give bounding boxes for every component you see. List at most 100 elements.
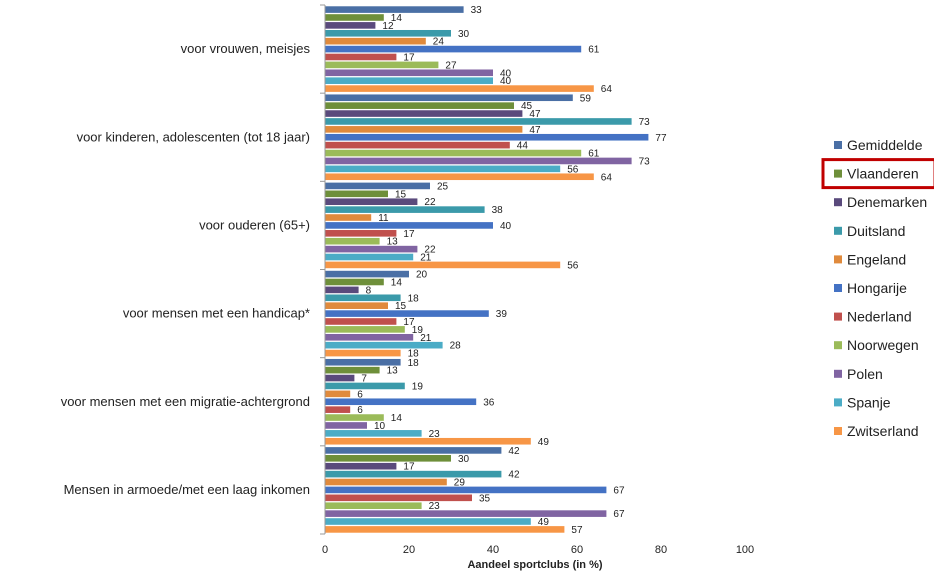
value-label-3-9: 28 xyxy=(450,341,462,352)
value-label-1-2: 47 xyxy=(529,109,541,120)
x-tick-label-5: 100 xyxy=(736,544,754,556)
value-label-1-0: 59 xyxy=(580,93,592,104)
value-label-2-8: 22 xyxy=(424,245,436,256)
x-tick-label-4: 80 xyxy=(655,544,667,556)
value-label-5-6: 35 xyxy=(479,493,491,504)
legend-label-7: Noorwegen xyxy=(847,337,919,353)
bar-4-7 xyxy=(325,414,384,421)
value-label-4-5: 36 xyxy=(483,397,495,408)
value-label-0-9: 40 xyxy=(500,76,512,87)
bars-group xyxy=(325,6,649,533)
value-label-5-0: 42 xyxy=(508,446,520,457)
value-label-5-3: 42 xyxy=(508,470,520,481)
category-label-3: voor mensen met een handicap* xyxy=(123,306,310,321)
legend-label-3: Duitsland xyxy=(847,223,905,239)
value-label-2-2: 22 xyxy=(424,197,436,208)
value-label-5-2: 17 xyxy=(403,462,415,473)
x-tick-label-2: 40 xyxy=(487,544,499,556)
bar-0-4 xyxy=(325,37,426,45)
value-label-5-7: 23 xyxy=(429,501,441,512)
bar-2-6 xyxy=(325,230,397,237)
value-label-0-10: 64 xyxy=(601,84,613,95)
bar-2-7 xyxy=(325,237,380,245)
value-label-1-4: 47 xyxy=(529,125,541,136)
value-label-3-3: 18 xyxy=(408,293,420,304)
legend-swatch-4 xyxy=(834,255,842,264)
value-label-1-10: 64 xyxy=(601,172,613,183)
value-label-0-7: 27 xyxy=(445,60,457,71)
value-label-2-0: 25 xyxy=(437,181,449,192)
value-label-3-10: 18 xyxy=(408,349,420,360)
bar-4-2 xyxy=(325,374,355,382)
value-label-4-10: 49 xyxy=(538,437,550,448)
category-label-5: Mensen in armoede/met een laag inkomen xyxy=(64,482,310,497)
value-label-5-5: 67 xyxy=(613,485,625,496)
x-tick-label-3: 60 xyxy=(571,544,583,556)
bar-1-5 xyxy=(325,133,649,141)
bar-3-8 xyxy=(325,333,414,341)
legend-swatch-2 xyxy=(834,198,842,207)
bar-1-7 xyxy=(325,149,582,157)
bar-5-2 xyxy=(325,462,397,470)
value-label-5-1: 30 xyxy=(458,454,470,465)
bar-5-5 xyxy=(325,486,607,494)
value-label-4-4: 6 xyxy=(357,389,363,400)
bar-0-9 xyxy=(325,77,493,84)
bar-5-0 xyxy=(325,447,502,454)
value-label-1-8: 73 xyxy=(639,156,651,167)
value-label-3-1: 14 xyxy=(391,277,403,288)
bar-3-5 xyxy=(325,310,489,317)
value-label-3-0: 20 xyxy=(416,270,428,281)
bar-3-6 xyxy=(325,318,397,325)
bar-0-8 xyxy=(325,69,493,77)
value-label-0-4: 24 xyxy=(433,37,445,48)
bar-1-1 xyxy=(325,102,514,109)
bar-3-1 xyxy=(325,278,384,286)
value-label-5-10: 57 xyxy=(571,525,583,536)
value-label-4-1: 13 xyxy=(387,366,399,377)
bar-2-8 xyxy=(325,245,418,253)
legend-label-8: Polen xyxy=(847,366,883,382)
value-label-0-1: 14 xyxy=(391,13,403,24)
legend-label-2: Denemarken xyxy=(847,194,927,210)
value-label-3-5: 39 xyxy=(496,309,508,320)
bar-3-2 xyxy=(325,286,359,294)
bar-2-3 xyxy=(325,206,485,213)
legend-swatch-3 xyxy=(834,226,842,235)
bar-2-2 xyxy=(325,198,418,206)
value-label-3-7: 19 xyxy=(412,325,424,336)
value-label-2-10: 56 xyxy=(567,260,579,271)
bar-0-7 xyxy=(325,61,439,69)
legend-label-0: Gemiddelde xyxy=(847,137,923,153)
bar-5-9 xyxy=(325,518,531,525)
bar-0-2 xyxy=(325,22,376,29)
bar-2-1 xyxy=(325,190,388,198)
value-label-4-8: 10 xyxy=(374,421,386,432)
value-label-4-7: 14 xyxy=(391,413,403,424)
value-label-2-5: 40 xyxy=(500,221,512,232)
bar-5-7 xyxy=(325,502,422,510)
legend-label-10: Zwitserland xyxy=(847,423,919,439)
x-tick-label-0: 0 xyxy=(322,544,328,556)
bar-1-3 xyxy=(325,118,632,125)
value-label-1-5: 77 xyxy=(655,133,667,144)
value-label-4-0: 18 xyxy=(408,358,420,369)
x-axis-title: Aandeel sportclubs (in %) xyxy=(467,559,602,571)
legend-swatch-8 xyxy=(834,369,842,378)
value-label-5-8: 67 xyxy=(613,509,625,520)
value-label-2-7: 13 xyxy=(387,237,399,248)
value-label-2-4: 11 xyxy=(378,213,389,224)
value-label-5-9: 49 xyxy=(538,517,550,528)
category-label-1: voor kinderen, adolescenten (tot 18 jaar… xyxy=(77,129,310,144)
bar-0-10 xyxy=(325,85,594,92)
bar-2-10 xyxy=(325,261,561,269)
legend-label-5: Hongarije xyxy=(847,280,907,296)
bar-3-7 xyxy=(325,326,405,333)
value-label-2-1: 15 xyxy=(395,189,407,200)
bar-0-1 xyxy=(325,14,384,21)
value-label-0-5: 61 xyxy=(588,45,600,56)
category-label-4: voor mensen met een migratie-achtergrond xyxy=(61,394,310,409)
value-label-0-3: 30 xyxy=(458,29,470,40)
value-label-3-8: 21 xyxy=(420,333,432,344)
bar-4-8 xyxy=(325,422,367,429)
